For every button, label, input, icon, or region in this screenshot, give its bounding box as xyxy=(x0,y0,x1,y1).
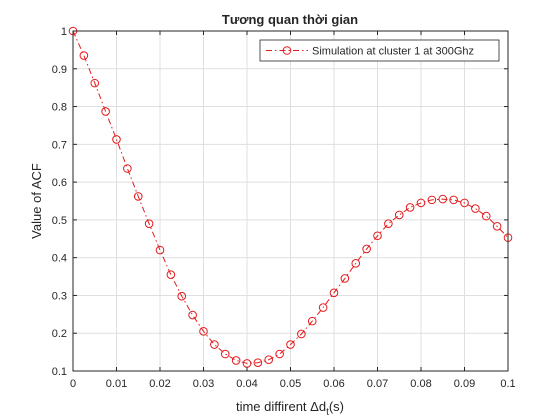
data-point-marker xyxy=(264,355,274,364)
x-tick-label: 0.02 xyxy=(149,378,170,390)
y-tick-label: 0.9 xyxy=(52,64,67,76)
x-axis-label-unit: (s) xyxy=(329,399,344,414)
data-point-marker xyxy=(481,211,491,221)
y-tick-label: 0.1 xyxy=(52,366,67,378)
data-point-marker xyxy=(329,288,339,298)
x-axis-label: time diffirent Δdt(s) xyxy=(236,399,344,418)
data-point-marker xyxy=(394,210,404,220)
y-tick-label: 0.3 xyxy=(52,290,67,302)
data-point-marker xyxy=(427,195,437,205)
data-point-marker xyxy=(177,291,187,301)
y-tick-label: 0.7 xyxy=(52,139,67,151)
data-point-marker xyxy=(297,329,306,339)
data-point-marker xyxy=(199,327,208,336)
x-tick-label: 0.06 xyxy=(323,378,344,390)
data-point-marker xyxy=(188,310,197,320)
data-point-marker xyxy=(307,316,317,326)
data-point-marker xyxy=(384,219,393,228)
data-point-marker xyxy=(210,340,219,349)
series-layer xyxy=(68,26,513,368)
data-point-marker xyxy=(101,107,110,116)
data-point-marker xyxy=(405,203,415,212)
data-point-marker xyxy=(155,245,165,255)
data-point-marker xyxy=(362,244,371,254)
x-tick-label: 0.09 xyxy=(454,378,475,390)
data-point-marker xyxy=(90,78,100,88)
x-axis-label-main: time diffirent Δd xyxy=(236,399,326,414)
data-point-marker xyxy=(471,204,480,213)
x-tick-label: 0.08 xyxy=(410,378,431,390)
data-point-marker xyxy=(133,192,143,201)
data-point-marker xyxy=(438,194,448,204)
x-tick-label: 0.03 xyxy=(193,378,214,390)
x-tick-label: 0 xyxy=(70,378,76,390)
y-tick-label: 0.8 xyxy=(52,102,67,114)
data-point-marker xyxy=(460,198,469,208)
x-tick-label: 0.04 xyxy=(236,378,257,390)
x-tick-label: 0.01 xyxy=(106,378,127,390)
y-tick-label: 1 xyxy=(61,26,67,38)
data-point-marker xyxy=(286,340,295,349)
data-point-marker xyxy=(416,198,426,208)
data-point-marker xyxy=(166,270,176,279)
x-tick-label: 0.1 xyxy=(500,378,515,390)
data-point-marker xyxy=(492,222,502,231)
y-tick-label: 0.4 xyxy=(52,253,67,265)
data-point-marker xyxy=(318,303,328,312)
data-point-marker xyxy=(373,231,382,241)
x-tick-label: 0.07 xyxy=(367,378,388,390)
y-tick-label: 0.5 xyxy=(52,215,67,227)
legend-label: Simulation at cluster 1 at 300Ghz xyxy=(312,46,474,58)
legend-marker-sample xyxy=(282,46,292,55)
data-point-marker xyxy=(112,135,121,144)
data-point-marker xyxy=(79,51,89,60)
ticks: 0 0.01 0.02 0.03 0.04 0.05 0.06 0.07 0.08 0.09 0.1… xyxy=(52,26,516,390)
legend: Simulation at cluster 1 at 300Ghz xyxy=(259,39,500,62)
series-line xyxy=(72,30,509,364)
legend-box xyxy=(259,39,500,62)
data-point-marker xyxy=(144,219,154,228)
x-tick-label: 0.05 xyxy=(280,378,301,390)
chart-title: Tương quan thời gian xyxy=(222,12,358,27)
x-axis-label-subscript: t xyxy=(326,407,329,418)
data-point-marker xyxy=(231,356,241,365)
data-point-marker xyxy=(340,274,350,283)
y-tick-label: 0.2 xyxy=(52,328,67,340)
y-tick-label: 0.6 xyxy=(52,177,67,189)
data-point-marker xyxy=(351,259,361,268)
data-point-marker xyxy=(253,358,263,367)
y-axis-label: Value of ACF xyxy=(29,163,44,239)
data-point-marker xyxy=(275,349,284,359)
data-point-marker xyxy=(220,349,230,359)
data-point-marker xyxy=(449,195,458,205)
data-point-marker xyxy=(123,164,132,173)
